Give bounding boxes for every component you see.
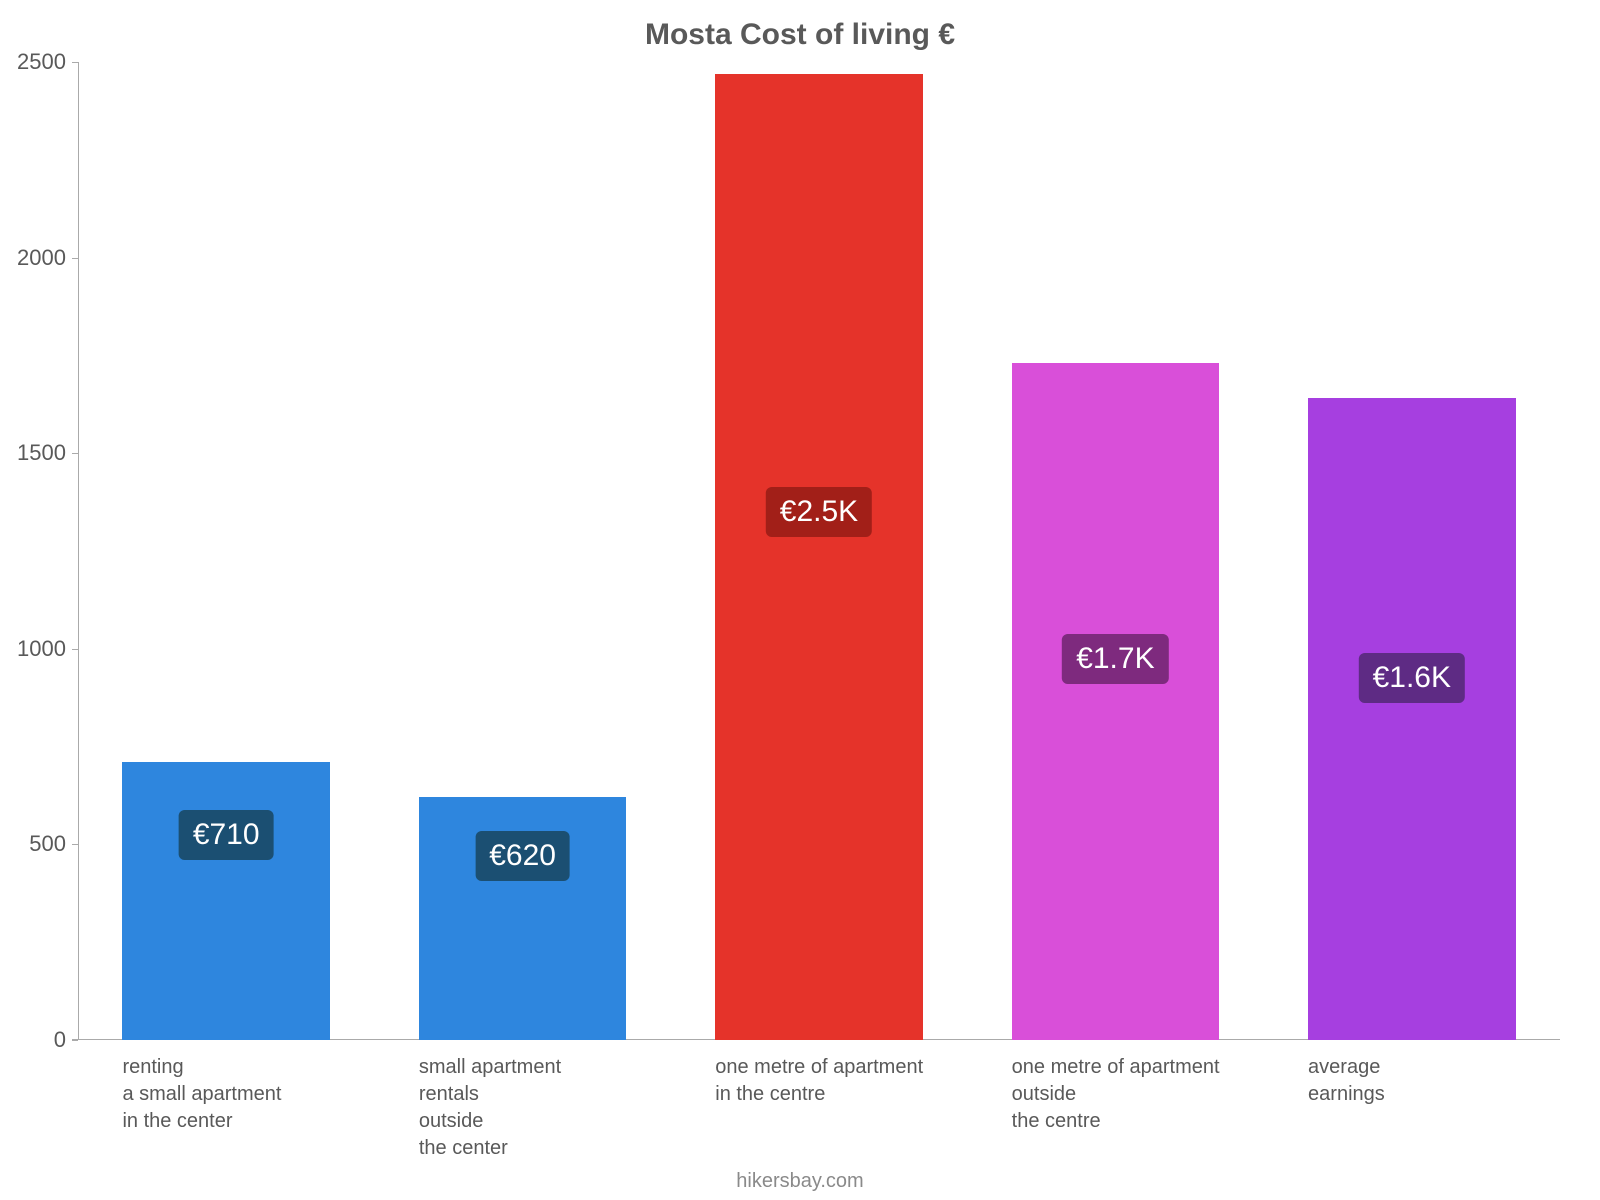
plot-area: 05001000150020002500€710renting a small …	[78, 62, 1560, 1040]
y-tick-mark	[72, 844, 78, 845]
bar-rent-small-outside-label: small apartment rentals outside the cent…	[419, 1054, 561, 1162]
y-tick-label: 500	[29, 831, 66, 857]
bar-avg-earnings	[1308, 398, 1515, 1040]
y-tick-label: 1500	[17, 440, 66, 466]
bar-sqm-centre	[715, 74, 922, 1040]
y-tick-label: 2000	[17, 245, 66, 271]
chart-container: Mosta Cost of living € 05001000150020002…	[0, 0, 1600, 1200]
bar-rent-small-center-value: €710	[179, 810, 274, 860]
bar-rent-small-outside-value: €620	[475, 831, 570, 881]
bar-sqm-outside-label: one metre of apartment outside the centr…	[1012, 1054, 1220, 1135]
y-tick-mark	[72, 453, 78, 454]
bar-rent-small-center-label: renting a small apartment in the center	[122, 1054, 281, 1135]
bar-sqm-outside-value: €1.7K	[1062, 634, 1168, 684]
bar-avg-earnings-label: average earnings	[1308, 1054, 1385, 1108]
bar-sqm-centre-label: one metre of apartment in the centre	[715, 1054, 923, 1108]
bar-sqm-centre-value: €2.5K	[766, 487, 872, 537]
y-tick-label: 0	[54, 1027, 66, 1053]
y-axis	[78, 62, 79, 1040]
y-tick-mark	[72, 649, 78, 650]
y-tick-mark	[72, 1040, 78, 1041]
bar-avg-earnings-value: €1.6K	[1359, 653, 1465, 703]
y-tick-mark	[72, 258, 78, 259]
y-tick-mark	[72, 62, 78, 63]
chart-title: Mosta Cost of living €	[0, 18, 1600, 52]
bar-sqm-outside	[1012, 363, 1219, 1040]
bar-rent-small-center	[122, 762, 329, 1040]
y-tick-label: 1000	[17, 636, 66, 662]
footer-credit: hikersbay.com	[0, 1170, 1600, 1193]
y-tick-label: 2500	[17, 49, 66, 75]
